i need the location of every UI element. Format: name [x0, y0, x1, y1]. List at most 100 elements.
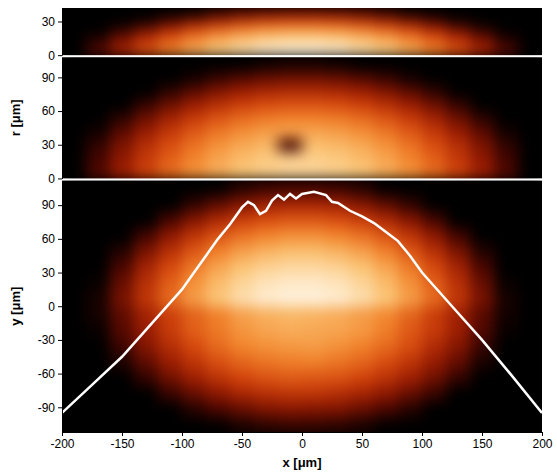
x-tick: 150 — [472, 432, 492, 451]
tick-mark — [58, 55, 62, 56]
heatmap-cell — [158, 57, 183, 71]
heatmap-cell — [182, 180, 207, 196]
heatmap-cell — [86, 291, 111, 307]
heatmap-cell — [494, 369, 519, 385]
heatmap-cell — [254, 24, 279, 32]
heatmap-cell — [134, 369, 159, 385]
heatmap-cell — [110, 111, 135, 125]
heatmap-cell — [206, 8, 231, 16]
y-tick: 30 — [42, 266, 62, 280]
heatmap-cell — [518, 47, 542, 55]
heatmap-cell — [422, 32, 447, 40]
heatmap-cell — [230, 180, 255, 196]
heatmap-cell — [110, 71, 135, 85]
heatmap-cell — [134, 196, 159, 212]
heatmap-cell — [254, 57, 279, 71]
heatmap-cell — [278, 401, 303, 417]
heatmap-cell — [494, 8, 519, 16]
heatmap-cell — [278, 416, 303, 432]
heatmap-cell — [398, 369, 423, 385]
heatmap-cell — [494, 291, 519, 307]
heatmap-cell — [326, 84, 351, 98]
heatmap-cell — [206, 57, 231, 71]
heatmap-cell — [62, 47, 87, 55]
heatmap-cell — [350, 71, 375, 85]
heatmap-cell — [470, 125, 495, 139]
y-axis: 0306090 — [42, 58, 63, 186]
heatmap-cell — [254, 385, 279, 401]
tick-mark — [302, 432, 303, 436]
heatmap-cell — [470, 275, 495, 291]
heatmap-cell — [110, 98, 135, 112]
heatmap-cell — [254, 275, 279, 291]
heatmap-cell — [422, 259, 447, 275]
heatmap-cell — [326, 138, 351, 152]
heatmap-cell — [518, 84, 542, 98]
heatmap-cell — [350, 111, 375, 125]
heatmap-cell — [446, 84, 471, 98]
heatmap-cell — [302, 138, 327, 152]
heatmap-cell — [206, 306, 231, 322]
axis-line — [62, 181, 63, 433]
heatmap-cell — [62, 416, 87, 432]
heatmap-cell — [254, 338, 279, 354]
heatmap-cell — [494, 39, 519, 47]
heatmap-cell — [86, 322, 111, 338]
tick-label: -100 — [170, 437, 194, 451]
heatmap-cell — [182, 32, 207, 40]
heatmap-cell — [446, 416, 471, 432]
heatmap-cell — [350, 57, 375, 71]
heatmap-cell — [446, 138, 471, 152]
heatmap-cell — [422, 228, 447, 244]
heatmap — [62, 57, 542, 178]
heatmap-cell — [134, 165, 159, 178]
heatmap-cell — [398, 47, 423, 55]
heatmap-cell — [518, 353, 542, 369]
heatmap-cell — [494, 401, 519, 417]
heatmap-cell — [278, 125, 303, 139]
heatmap-cell — [158, 98, 183, 112]
heatmap-cell — [398, 39, 423, 47]
heatmap-cell — [422, 24, 447, 32]
heatmap-cell — [182, 47, 207, 55]
heatmap-cell — [206, 24, 231, 32]
heatmap-cell — [326, 416, 351, 432]
heatmap-cell — [422, 369, 447, 385]
heatmap-cell — [134, 111, 159, 125]
heatmap-cell — [278, 98, 303, 112]
heatmap-cell — [494, 243, 519, 259]
heatmap-cell — [278, 111, 303, 125]
heatmap-cell — [374, 57, 399, 71]
heatmap-cell — [134, 291, 159, 307]
heatmap-cell — [62, 369, 87, 385]
heatmap-cell — [230, 57, 255, 71]
plot-area — [62, 180, 542, 432]
heatmap-cell — [374, 16, 399, 24]
heatmap-cell — [278, 322, 303, 338]
heatmap-cell — [62, 228, 87, 244]
heatmap-cell — [206, 39, 231, 47]
heatmap-cell — [518, 322, 542, 338]
heatmap-cell — [398, 71, 423, 85]
heatmap-cell — [446, 275, 471, 291]
heatmap-cell — [254, 322, 279, 338]
heatmap-cell — [422, 111, 447, 125]
heatmap-cell — [110, 125, 135, 139]
heatmap-cell — [326, 47, 351, 55]
heatmap-cell — [470, 196, 495, 212]
heatmap-cell — [350, 338, 375, 354]
heatmap-cell — [350, 416, 375, 432]
heatmap-cell — [422, 353, 447, 369]
heatmap-cell — [518, 306, 542, 322]
heatmap-cell — [398, 306, 423, 322]
heatmap-cell — [254, 16, 279, 24]
tick-mark — [58, 21, 62, 22]
heatmap-cell — [374, 243, 399, 259]
heatmap-cell — [302, 259, 327, 275]
heatmap-cell — [350, 180, 375, 196]
heatmap-cell — [230, 165, 255, 178]
heatmap-cell — [350, 32, 375, 40]
heatmap-cell — [422, 98, 447, 112]
heatmap-cell — [374, 180, 399, 196]
heatmap-cell — [182, 322, 207, 338]
